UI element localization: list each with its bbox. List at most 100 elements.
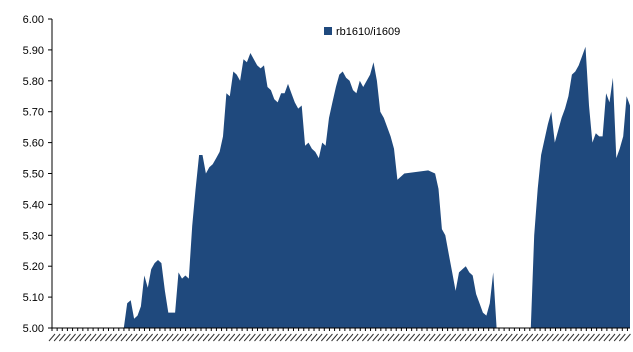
x-tick-label-illegible [423,333,431,342]
y-tick-label: 5.70 [23,107,44,119]
y-tick-label: 5.80 [23,76,44,88]
x-tick-label-illegible [588,333,595,342]
y-tick-label: 5.60 [23,138,44,150]
x-tick-label-illegible [428,333,436,342]
x-tick-label-illegible [290,333,297,342]
x-tick-label-illegible [171,333,179,342]
x-tick-label-illegible [552,333,559,342]
x-tick-label-illegible [135,333,143,342]
x-tick-label-illegible [202,333,210,342]
x-tick-label-illegible [315,333,323,342]
y-tick-label: 5.00 [23,323,44,335]
x-tick-label-illegible [433,333,441,342]
x-tick-label-illegible [541,333,549,342]
x-tick-label-illegible [351,333,359,342]
y-tick-label: 5.50 [23,169,44,181]
x-tick-label-illegible [259,333,267,342]
x-tick-label-illegible [618,333,626,342]
y-tick-label: 5.40 [23,199,44,211]
x-tick-label-illegible [387,333,395,342]
x-tick-label-illegible [336,333,344,342]
x-tick-label-illegible [243,333,251,342]
x-tick-label-illegible [413,333,421,342]
x-tick-label-illegible [89,333,97,342]
x-tick-label-illegible [469,333,477,342]
x-tick-label-illegible [146,333,153,342]
x-tick-label-illegible [485,333,493,342]
x-tick-label-illegible [593,333,600,342]
x-tick-label-illegible [505,333,513,342]
x-tick-label-illegible [120,333,128,342]
x-tick-label-illegible [624,333,631,342]
x-tick-label-illegible [439,333,446,342]
x-tick-label-illegible [475,333,482,342]
x-tick-label-illegible [356,333,364,342]
x-tick-label-illegible [233,333,241,342]
x-tick-label-illegible [480,333,487,342]
y-axis: 5.00 5.10 5.20 5.30 5.40 5.50 5.60 5.70 5.80 5.90… [23,14,53,335]
x-tick-label-illegible [69,333,76,342]
x-tick-label-illegible [156,333,164,342]
x-tick-label-illegible [130,333,138,342]
x-tick-label-illegible [459,333,467,342]
x-tick-label-illegible [125,333,133,342]
x-tick-label-illegible [449,333,457,342]
x-tick-label-illegible [397,333,405,342]
x-tick-label-illegible [284,333,292,342]
x-tick-label-illegible [346,333,354,342]
x-tick-label-illegible [362,333,369,342]
y-tick-label: 5.30 [23,230,44,242]
x-tick-label-illegible [526,333,534,342]
x-tick-label-illegible [151,333,159,342]
x-tick-label-illegible [500,333,508,342]
x-tick-label-illegible [187,333,195,342]
x-tick-label-illegible [248,333,256,342]
x-tick-label-illegible [300,333,308,342]
x-tick-label-illegible [269,333,277,342]
legend-label: rb1610/i1609 [336,26,400,38]
x-tick-label-illegible [372,333,380,342]
x-tick-label-illegible [141,333,148,342]
x-tick-label-illegible [295,333,302,342]
x-tick-label-illegible [613,333,621,342]
x-tick-label-illegible [521,333,529,342]
x-tick-label-illegible [48,333,56,342]
x-tick-label-illegible [213,333,220,342]
x-tick-label-illegible [408,333,416,342]
x-tick-label-illegible [53,333,61,342]
x-tick-label-illegible [161,333,169,342]
x-tick-label-illegible [572,333,580,342]
legend: rb1610/i1609 [324,26,400,38]
x-tick-label-illegible [94,333,102,342]
x-tick-label-illegible [582,333,590,342]
x-tick-label-illegible [603,333,611,342]
y-tick-label: 5.10 [23,292,44,304]
x-tick-label-illegible [392,333,400,342]
plot-area [52,46,630,329]
x-tick-label-illegible [228,333,236,342]
x-tick-label-illegible [577,333,585,342]
x-tick-label-illegible [182,333,189,342]
x-tick-label-illegible [58,333,66,342]
x-tick-label-illegible [341,333,349,342]
y-tick-label: 5.20 [23,261,44,273]
x-tick-label-illegible [264,333,272,342]
x-tick-label-illegible [279,333,287,342]
x-tick-label-illegible [64,333,71,342]
x-tick-label-illegible [310,333,318,342]
x-tick-label-illegible [79,333,87,342]
x-tick-label-illegible [562,333,570,342]
y-tick-label: 5.90 [23,45,44,57]
x-tick-label-illegible [223,333,231,342]
y-tick-label: 6.00 [23,14,44,26]
x-tick-label-illegible [444,333,451,342]
x-tick-label-illegible [557,333,565,342]
x-tick-label-illegible [192,333,200,342]
x-tick-label-illegible [490,333,498,342]
x-tick-label-illegible [367,333,374,342]
legend-swatch [324,27,332,35]
x-tick-label-illegible [305,333,313,342]
x-tick-label-illegible [608,333,616,342]
x-tick-label-illegible [377,333,385,342]
